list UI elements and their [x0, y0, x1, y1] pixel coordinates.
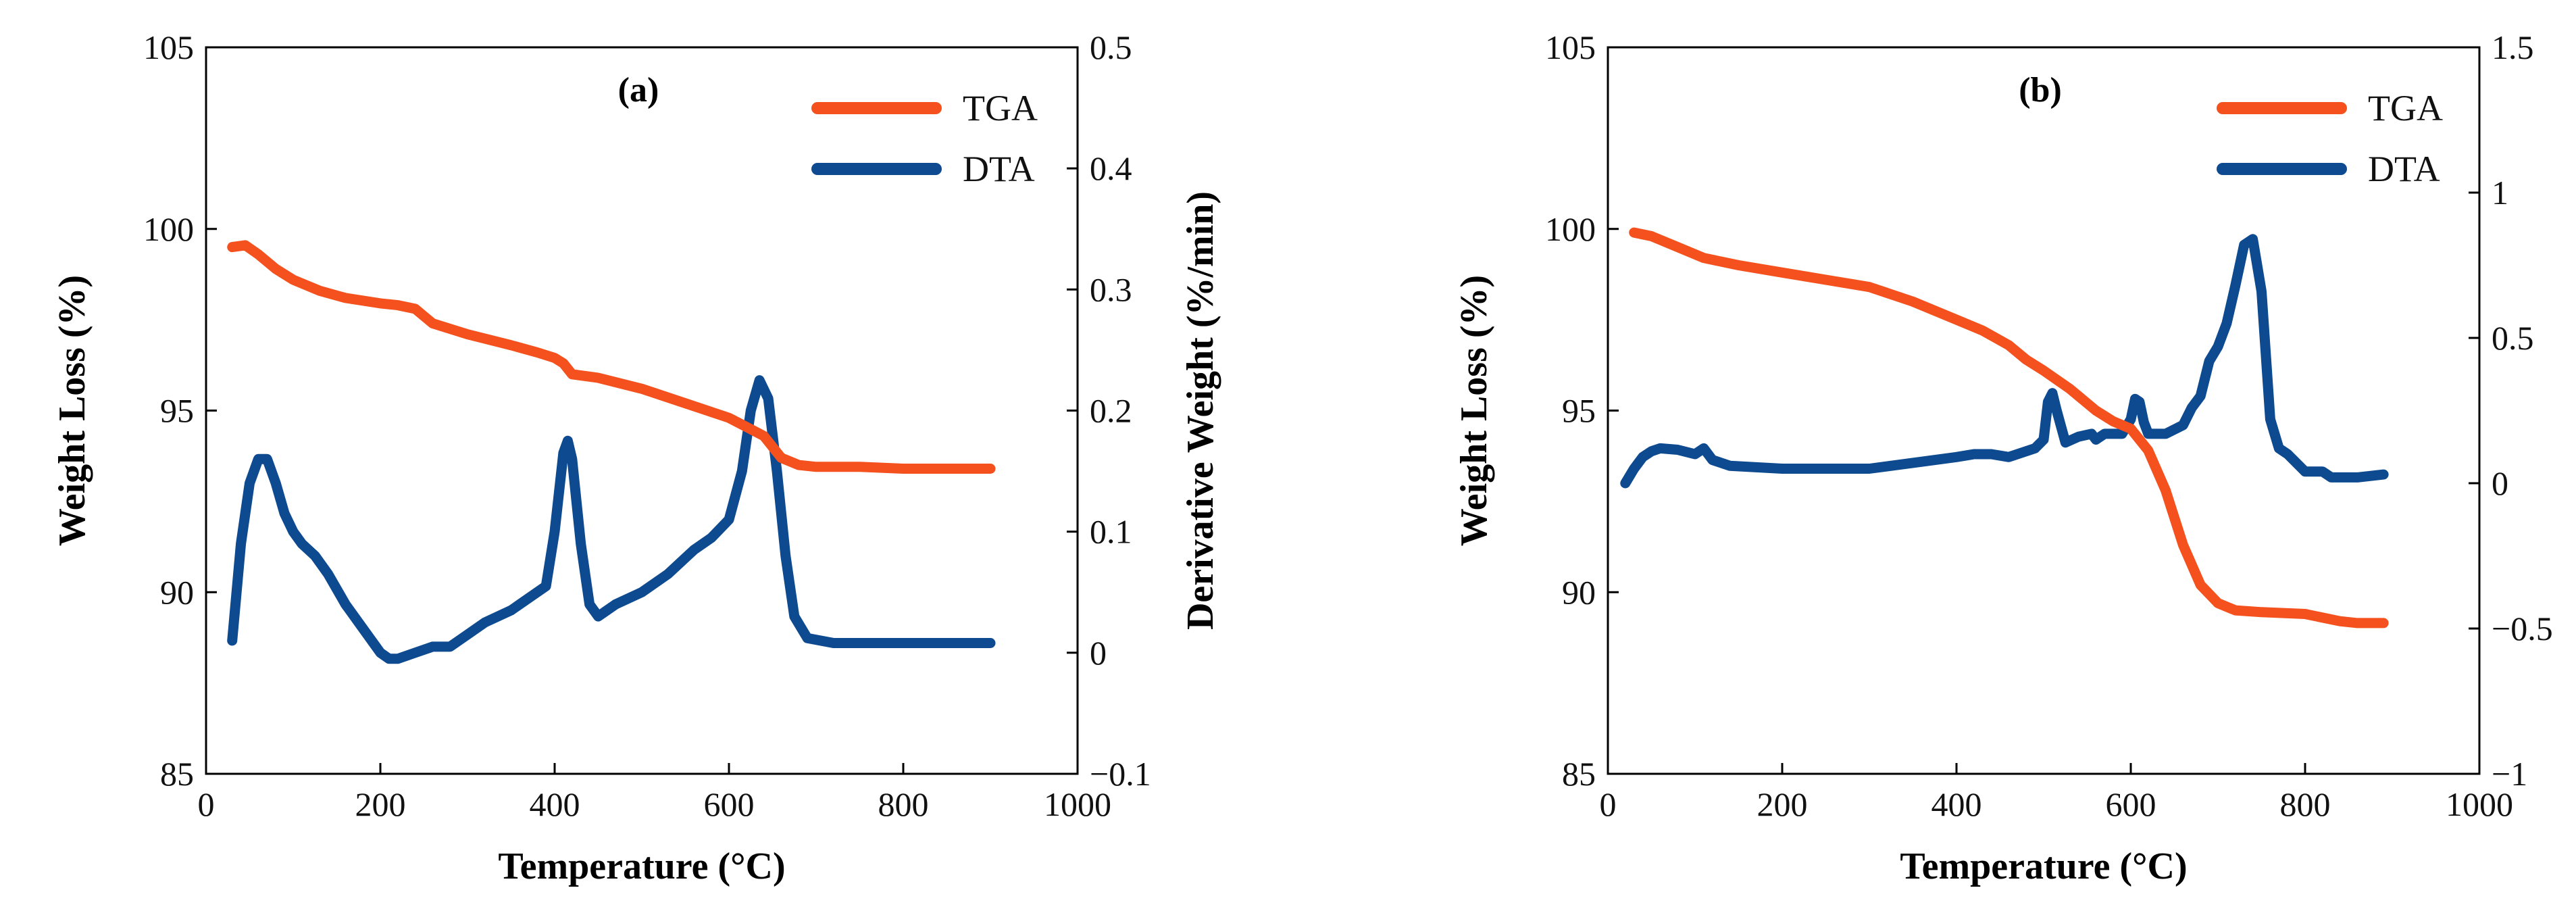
- y2-axis-title: Derivative Weight (%/min): [1180, 191, 1221, 630]
- y2-tick-label: 1.5: [2492, 28, 2534, 66]
- x-tick-label: 600: [2106, 785, 2156, 823]
- y2-tick-label: −0.5: [2492, 610, 2553, 647]
- y2-tick-label: −0.1: [1090, 755, 1151, 793]
- y-tick-label: 95: [1562, 392, 1596, 430]
- x-tick-label: 600: [704, 785, 755, 823]
- y2-tick-label: 0.5: [2492, 319, 2534, 357]
- x-tick-label: 200: [1757, 785, 1808, 823]
- y-tick-label: 100: [143, 210, 194, 248]
- x-tick-label: 800: [878, 785, 929, 823]
- x-axis-title: Temperature (°C): [498, 845, 785, 887]
- y-tick-label: 105: [143, 28, 194, 66]
- x-tick-label: 0: [1600, 785, 1617, 823]
- legend-label-dta: DTA: [963, 149, 1035, 189]
- legend-label-dta: DTA: [2368, 149, 2440, 189]
- y-tick-label: 85: [160, 755, 194, 793]
- y2-tick-label: 0.4: [1090, 149, 1132, 187]
- panel-label: (a): [618, 71, 659, 109]
- y-tick-label: 90: [160, 573, 194, 611]
- y2-tick-label: 0: [2492, 464, 2508, 502]
- series-line-dta: [1620, 234, 2389, 489]
- legend-label-tga: TGA: [963, 88, 1038, 128]
- series-line-tga: [227, 240, 996, 474]
- y-tick-label: 90: [1562, 573, 1596, 611]
- series-line-dta: [227, 375, 996, 664]
- y-tick-label: 85: [1562, 755, 1596, 793]
- y2-tick-label: −1: [2492, 755, 2527, 793]
- x-tick-label: 800: [2280, 785, 2331, 823]
- x-tick-label: 400: [530, 785, 580, 823]
- y2-tick-label: 0.5: [1090, 28, 1132, 66]
- y2-tick-label: 0.3: [1090, 270, 1132, 308]
- plot-frame: [205, 46, 1079, 775]
- x-tick-label: 400: [1931, 785, 1982, 823]
- y-tick-label: 100: [1545, 210, 1596, 248]
- y-axis-title: Weight Loss (%): [1453, 275, 1495, 546]
- y2-tick-label: 0.2: [1090, 392, 1132, 430]
- x-tick-label: 200: [355, 785, 406, 823]
- x-tick-label: 1000: [2446, 785, 2513, 823]
- x-tick-label: 0: [198, 785, 215, 823]
- panel-label: (b): [2019, 71, 2062, 109]
- y-tick-label: 95: [160, 392, 194, 430]
- x-axis-title: Temperature (°C): [1900, 845, 2187, 887]
- y-tick-label: 105: [1545, 28, 1596, 66]
- y2-tick-label: 1: [2492, 174, 2508, 212]
- y2-tick-label: 0: [1090, 634, 1107, 672]
- legend-label-tga: TGA: [2368, 88, 2443, 128]
- y2-tick-label: 0.1: [1090, 513, 1132, 551]
- x-tick-label: 1000: [1044, 785, 1111, 823]
- panel-a: 0 200 400 600 800 1000 85 90 95 100 105 −0.1 0 0.1 0.2…: [51, 28, 1221, 887]
- series-line-tga: [1629, 227, 2389, 629]
- panel-b: 0 200 400 600 800 1000 85 90 95 100 105 −1 −0.5 0 0.5 1…: [1453, 28, 2553, 887]
- y-axis-title: Weight Loss (%): [51, 275, 93, 546]
